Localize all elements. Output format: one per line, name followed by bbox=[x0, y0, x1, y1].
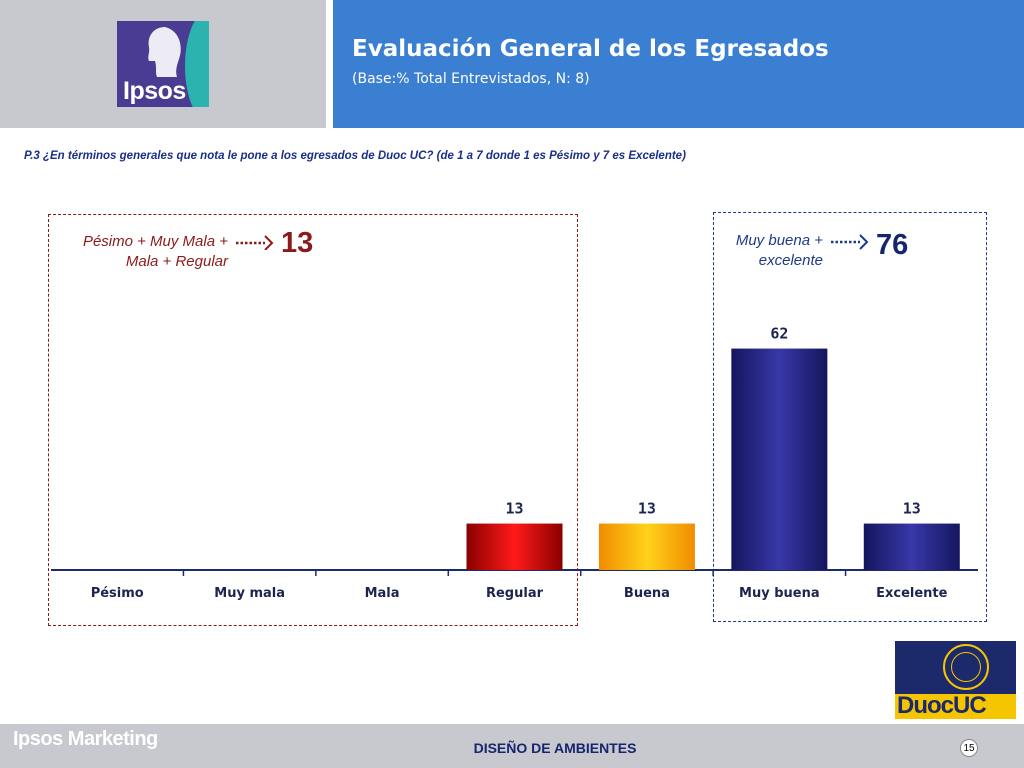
duoc-uc-logo: DuocUC bbox=[895, 641, 1016, 719]
duoc-uc-logo-text: DuocUC bbox=[897, 692, 987, 719]
positive-group-label-line2: excelente bbox=[758, 252, 823, 269]
ipsos-logo-swoosh bbox=[185, 21, 209, 107]
data-label: 13 bbox=[903, 500, 921, 518]
data-label: 62 bbox=[770, 325, 788, 343]
page-subtitle: (Base:% Total Entrevistados, N: 8) bbox=[352, 71, 590, 87]
x-tick-label: Pésimo bbox=[91, 586, 144, 601]
page-title: Evaluación General de los Egresados bbox=[352, 36, 829, 62]
positive-group-label: Muy buena + excelente bbox=[713, 231, 823, 271]
bar bbox=[863, 523, 960, 570]
negative-group-arrow-icon bbox=[236, 235, 274, 250]
ipsos-logo: Ipsos bbox=[117, 21, 209, 107]
negative-group-label-line1: Pésimo + Muy Mala + bbox=[82, 233, 228, 250]
data-label: 13 bbox=[638, 500, 656, 518]
x-tick-label: Excelente bbox=[876, 586, 948, 601]
duoc-uc-seal-icon bbox=[943, 644, 989, 690]
footer-brand: Ipsos Marketing bbox=[13, 728, 158, 750]
duoc-uc-seal-inner-icon bbox=[951, 652, 981, 682]
negative-group-label: Pésimo + Muy Mala + Mala + Regular bbox=[58, 232, 228, 272]
negative-group-label-line2: Mala + Regular bbox=[125, 253, 228, 270]
bar bbox=[598, 523, 695, 570]
positive-group-label-line1: Muy buena + bbox=[735, 232, 823, 249]
x-tick-label: Regular bbox=[486, 586, 544, 601]
survey-question: P.3 ¿En términos generales que nota le p… bbox=[24, 150, 686, 162]
x-tick-label: Buena bbox=[624, 586, 670, 601]
positive-group-value: 76 bbox=[876, 229, 909, 261]
negative-group-box bbox=[48, 214, 578, 626]
x-tick-label: Muy buena bbox=[739, 586, 820, 601]
bar bbox=[731, 348, 828, 570]
negative-group-value: 13 bbox=[281, 227, 314, 259]
bar bbox=[466, 523, 563, 570]
bar-chart: Pésimo Muy mala Mala Regular 13 Buena 13 Muy bu… bbox=[51, 325, 978, 601]
footer-section-title: DISEÑO DE AMBIENTES bbox=[473, 740, 637, 756]
header-title-panel bbox=[333, 0, 1024, 128]
x-tick-label: Muy mala bbox=[214, 586, 285, 601]
ipsos-logo-text: Ipsos bbox=[123, 77, 186, 105]
data-label: 13 bbox=[505, 500, 523, 518]
positive-group-box bbox=[713, 212, 987, 622]
page-number: 15 bbox=[960, 739, 978, 757]
positive-group-arrow-icon bbox=[831, 234, 869, 250]
ipsos-logo-face-icon bbox=[148, 27, 181, 77]
x-tick-label: Mala bbox=[365, 586, 400, 601]
footer-bar bbox=[0, 724, 1024, 768]
